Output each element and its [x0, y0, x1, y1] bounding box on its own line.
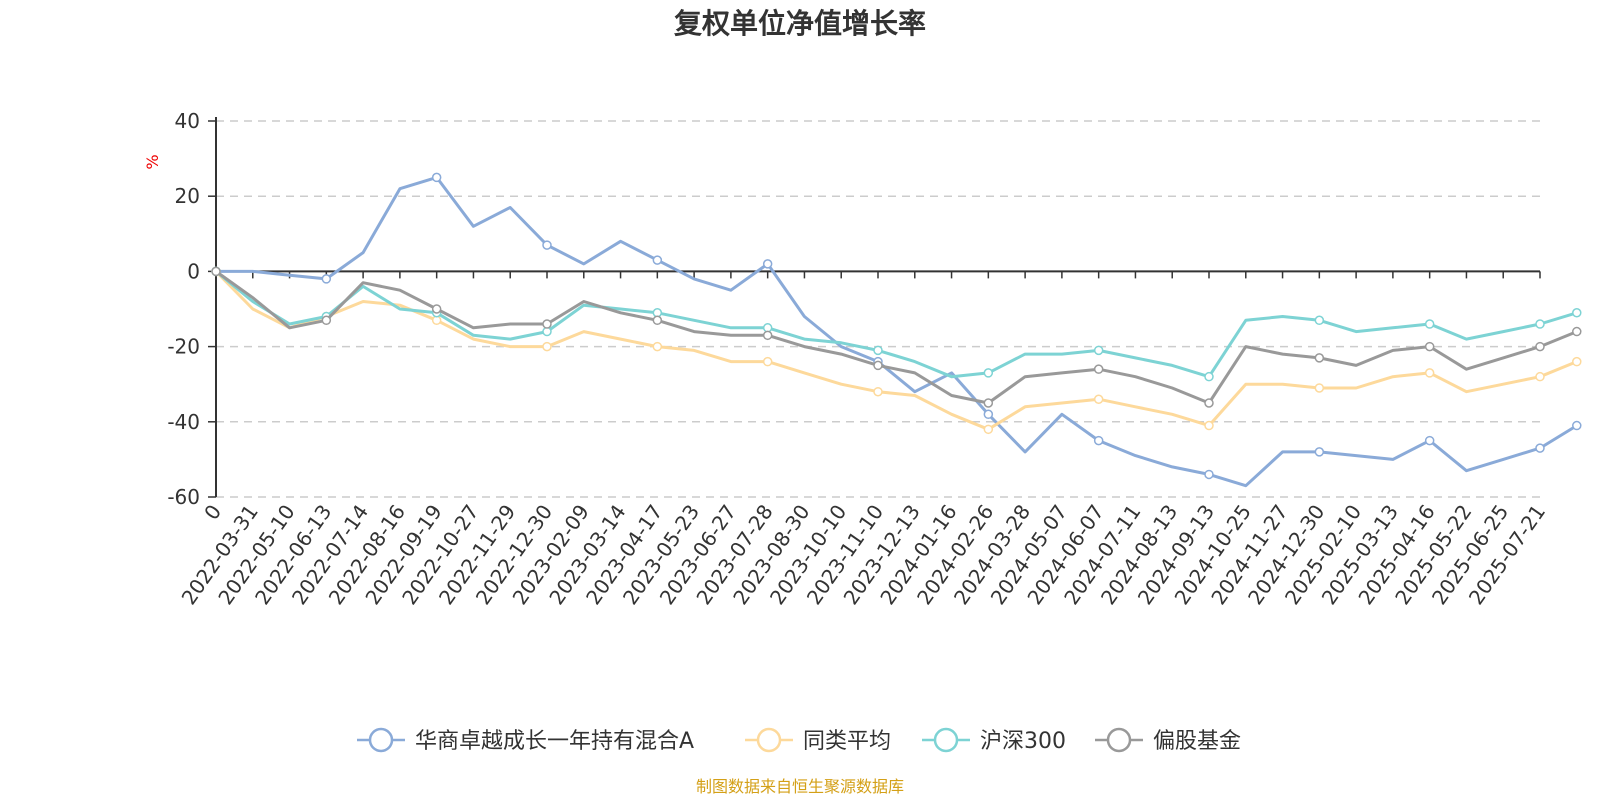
series-point — [1572, 420, 1582, 431]
legend[interactable]: 华商卓越成长一年持有混合A 同类平均 沪深300 偏股基金 — [357, 727, 1241, 754]
y-axis-ticks: 40 20 0 -20 -40 -60 — [167, 109, 216, 509]
series-point — [983, 398, 994, 408]
legend-marker — [1106, 727, 1132, 753]
series-point — [1204, 469, 1214, 480]
series-point — [211, 266, 221, 277]
series-point — [1204, 371, 1214, 382]
series-point — [1204, 420, 1214, 431]
series-point — [1424, 368, 1435, 378]
series-point — [1093, 435, 1104, 446]
series-point — [983, 409, 994, 420]
series-line — [215, 270, 1578, 379]
series-point — [431, 304, 442, 314]
series-point — [652, 315, 663, 326]
series-point — [321, 315, 332, 326]
series-point — [1424, 319, 1435, 329]
series-point — [983, 424, 994, 435]
series-point — [1535, 319, 1545, 329]
series-point — [1572, 326, 1582, 337]
series-point — [321, 274, 332, 284]
series-point — [542, 341, 552, 352]
y-tick-label: 40 — [175, 109, 200, 133]
legend-label: 华商卓越成长一年持有混合A — [415, 729, 694, 754]
series-point — [1093, 345, 1104, 356]
legend-label: 沪深300 — [980, 729, 1066, 754]
legend-marker — [756, 727, 782, 753]
series-point — [652, 341, 663, 352]
y-tick-label: -60 — [167, 485, 200, 509]
series-point — [1572, 356, 1582, 367]
x-tick-label: 0 — [199, 500, 226, 524]
gridlines — [216, 120, 1540, 498]
chart-title: 复权单位净值增长率 — [674, 7, 926, 40]
series-line — [214, 270, 1578, 431]
series-point — [873, 386, 883, 397]
series-point — [431, 172, 442, 183]
legend-marker — [368, 727, 394, 753]
series-point — [983, 368, 994, 378]
axes — [215, 117, 1540, 497]
legend-label: 同类平均 — [803, 729, 891, 754]
series-line — [215, 270, 1578, 405]
y-tick-label: -40 — [167, 410, 200, 434]
y-tick-label: 20 — [175, 184, 200, 208]
series-lines — [211, 172, 1582, 488]
series-point — [1424, 341, 1435, 352]
series-point — [1572, 308, 1582, 318]
series-point — [1424, 435, 1435, 446]
source-note: 制图数据来自恒生聚源数据库 — [696, 777, 904, 796]
series-point — [1093, 394, 1104, 404]
series-point — [1314, 353, 1325, 363]
x-axis-ticks: 02022-03-312022-05-102022-06-132022-07-1… — [177, 271, 1550, 609]
y-tick-label: 0 — [187, 259, 200, 283]
series-point — [873, 360, 883, 371]
series-point — [762, 259, 773, 269]
series-point — [542, 319, 552, 329]
series-point — [542, 240, 552, 250]
series-point — [1314, 447, 1325, 457]
series-point — [762, 330, 773, 341]
y-unit-label: % — [143, 154, 162, 169]
series-line — [216, 175, 1578, 488]
series-point — [1314, 383, 1325, 393]
series-point — [1314, 315, 1325, 326]
series-point — [1535, 371, 1545, 382]
series-point — [1204, 398, 1214, 408]
series-point — [1535, 443, 1545, 453]
series-point — [762, 356, 773, 367]
series-point — [873, 345, 883, 356]
y-tick-label: -20 — [167, 335, 200, 359]
series-point — [1535, 341, 1545, 352]
series-point — [652, 255, 663, 265]
legend-marker — [933, 727, 959, 753]
legend-label: 偏股基金 — [1153, 729, 1241, 754]
series-point — [1093, 364, 1104, 374]
